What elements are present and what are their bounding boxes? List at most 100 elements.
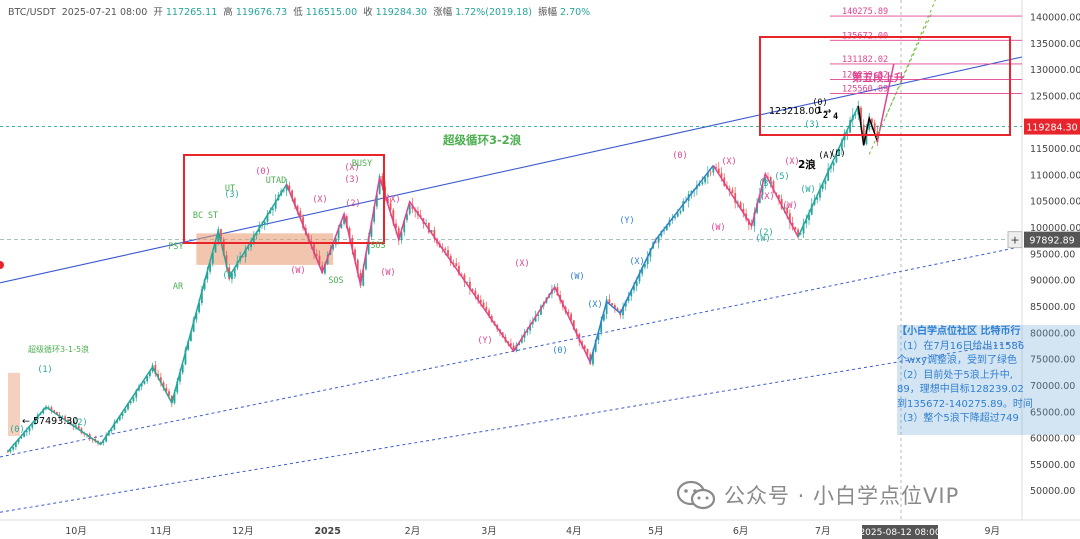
highlight-box-right: [759, 36, 1011, 136]
wyckoff-label: PSY: [168, 242, 183, 252]
current-price-text: 119284.30: [1026, 123, 1077, 134]
candle-body: [148, 371, 151, 377]
candles: [6, 100, 879, 454]
candle-body: [471, 289, 474, 291]
candle-body: [31, 424, 34, 428]
candle-body: [712, 167, 715, 173]
candle-body: [731, 189, 734, 194]
wave-label: (0): [9, 425, 24, 435]
candle-body: [868, 118, 871, 130]
candle-body: [324, 264, 326, 274]
symbol: BTC/USDT: [8, 7, 56, 18]
low-marker: ← 57493.30: [22, 416, 78, 427]
candle-body: [742, 208, 745, 214]
candle-body: [613, 305, 616, 309]
candle-body: [135, 390, 138, 398]
candle-body: [14, 442, 17, 447]
wave-series-line: [857, 105, 879, 146]
wave-label: (0): [672, 151, 687, 161]
candle-body: [835, 155, 838, 163]
candle-body: [340, 223, 343, 229]
candle-body: [444, 248, 447, 251]
candle-body: [162, 382, 165, 388]
candle-body: [222, 239, 225, 256]
candle-body: [288, 185, 291, 191]
cursor-price-text: 97892.89: [1029, 236, 1074, 247]
candle-body: [597, 331, 600, 341]
wave-label: (W): [800, 185, 815, 195]
candle-body: [61, 416, 64, 418]
candle-body: [334, 238, 337, 245]
candle-body: [816, 197, 819, 200]
candle-body: [225, 255, 228, 268]
candle-body: [657, 236, 660, 243]
candle-body: [455, 263, 458, 266]
range-box: [196, 233, 334, 265]
wave-label: (3): [804, 120, 819, 130]
candle-body: [427, 222, 430, 233]
candle-body: [116, 419, 118, 423]
candle-body: [802, 223, 805, 234]
annotation-line: 89，理想中目标128239.02: [897, 384, 1024, 395]
wave-label: (2): [345, 199, 360, 209]
target-level-label: 125560.89: [842, 85, 888, 95]
candle-body: [600, 320, 603, 332]
x-tick-label: 5月: [648, 526, 664, 537]
candle-body: [102, 441, 105, 443]
candle-body: [449, 255, 452, 263]
candle-body: [129, 401, 132, 404]
candle-body: [170, 395, 173, 404]
candle-body: [860, 107, 862, 125]
candle-body: [808, 214, 810, 221]
candle-body: [154, 365, 157, 374]
candle-body: [121, 412, 124, 416]
candle-body: [758, 194, 761, 204]
candle-body: [709, 172, 712, 174]
y-tick-label: 90000.00: [1030, 276, 1075, 287]
candle-body: [846, 132, 849, 134]
candle-body: [252, 235, 255, 244]
wave-label: (5): [774, 172, 789, 182]
candle-body: [359, 272, 362, 286]
wave-series-line: [285, 177, 591, 363]
candle-body: [838, 149, 841, 156]
x-tick-label: 3月: [481, 526, 497, 537]
wave-series-line: [797, 105, 859, 238]
candle-body: [534, 315, 537, 322]
candle-body: [827, 168, 830, 181]
candle-body: [663, 230, 665, 232]
candle-body: [786, 207, 789, 214]
candle-body: [433, 230, 436, 239]
candle-body: [190, 331, 192, 342]
candle-body: [165, 387, 168, 392]
candle-body: [458, 265, 460, 275]
candle-body: [173, 392, 176, 404]
candle-body: [665, 225, 668, 231]
candle-body: [728, 188, 731, 190]
cycle-label: 超级循环3-2浪: [442, 133, 522, 147]
candle-body: [64, 416, 67, 421]
candle-body: [641, 267, 644, 275]
y-tick-label: 85000.00: [1030, 302, 1075, 313]
candle-body: [209, 263, 211, 272]
candle-body: [168, 391, 170, 396]
candle-body: [318, 255, 321, 266]
candle-body: [682, 201, 685, 211]
projection-line: [868, 12, 933, 155]
x-tick-label: 7月: [815, 526, 831, 537]
candle-body: [605, 299, 608, 314]
candle-body: [200, 289, 203, 304]
candle-body: [220, 229, 222, 240]
wave-label: (W): [569, 272, 584, 282]
high-value: 119676.73: [235, 7, 288, 18]
target-level-label: 140275.89: [842, 7, 888, 17]
candle-body: [354, 249, 356, 260]
candle-body: [343, 216, 345, 224]
candle-body: [176, 381, 179, 393]
candle-body: [477, 295, 479, 300]
candle-body: [392, 209, 395, 224]
trendline-lower-1: [0, 245, 1023, 458]
candle-body: [592, 351, 594, 365]
candle-body: [231, 272, 233, 280]
